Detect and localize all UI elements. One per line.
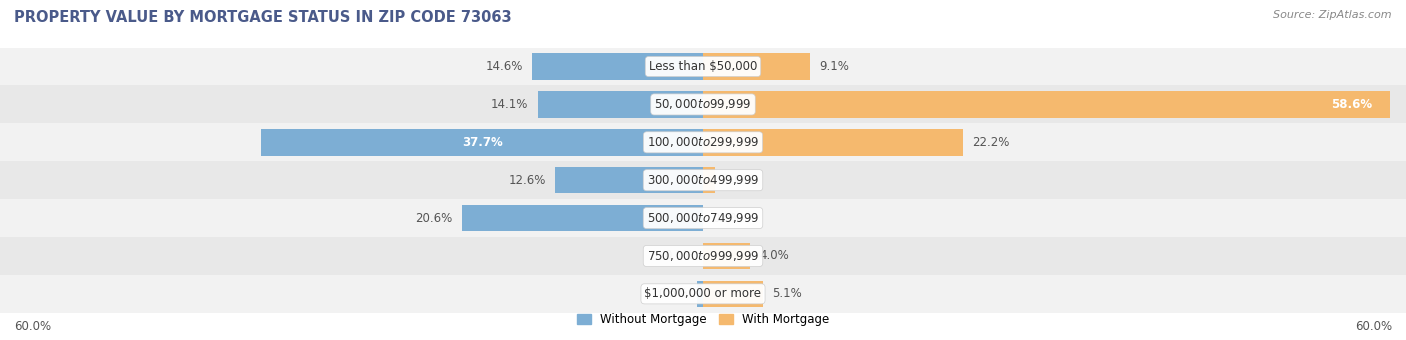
- Text: 0.0%: 0.0%: [664, 250, 693, 262]
- Text: 20.6%: 20.6%: [415, 211, 453, 225]
- Text: 14.6%: 14.6%: [485, 60, 523, 73]
- Text: 14.1%: 14.1%: [491, 98, 529, 111]
- Bar: [703, 280, 762, 307]
- Text: 9.1%: 9.1%: [818, 60, 849, 73]
- Bar: [0, 199, 1406, 237]
- Bar: [0, 48, 1406, 85]
- Text: 0.0%: 0.0%: [713, 211, 742, 225]
- Text: 58.6%: 58.6%: [1331, 98, 1372, 111]
- Bar: [703, 243, 749, 269]
- Bar: [0, 275, 1406, 313]
- Text: PROPERTY VALUE BY MORTGAGE STATUS IN ZIP CODE 73063: PROPERTY VALUE BY MORTGAGE STATUS IN ZIP…: [14, 10, 512, 25]
- Text: $50,000 to $99,999: $50,000 to $99,999: [654, 98, 752, 112]
- Bar: [703, 129, 963, 156]
- Text: 0.5%: 0.5%: [658, 287, 688, 300]
- Bar: [0, 123, 1406, 161]
- Text: 60.0%: 60.0%: [1355, 320, 1392, 333]
- Text: 60.0%: 60.0%: [14, 320, 51, 333]
- Text: 37.7%: 37.7%: [461, 136, 502, 149]
- Text: $1,000,000 or more: $1,000,000 or more: [644, 287, 762, 300]
- Text: Source: ZipAtlas.com: Source: ZipAtlas.com: [1274, 10, 1392, 20]
- Text: 12.6%: 12.6%: [509, 174, 546, 187]
- Bar: [531, 53, 703, 80]
- Bar: [0, 85, 1406, 123]
- Text: 1.0%: 1.0%: [724, 174, 754, 187]
- Bar: [703, 167, 714, 193]
- Text: $300,000 to $499,999: $300,000 to $499,999: [647, 173, 759, 187]
- Bar: [538, 91, 703, 118]
- Text: $750,000 to $999,999: $750,000 to $999,999: [647, 249, 759, 263]
- Bar: [697, 280, 703, 307]
- Bar: [555, 167, 703, 193]
- Bar: [461, 205, 703, 231]
- Bar: [0, 161, 1406, 199]
- Bar: [703, 91, 1389, 118]
- Text: $500,000 to $749,999: $500,000 to $749,999: [647, 211, 759, 225]
- Bar: [262, 129, 703, 156]
- Text: 5.1%: 5.1%: [772, 287, 801, 300]
- Text: $100,000 to $299,999: $100,000 to $299,999: [647, 135, 759, 149]
- Legend: Without Mortgage, With Mortgage: Without Mortgage, With Mortgage: [572, 308, 834, 331]
- Text: 4.0%: 4.0%: [759, 250, 789, 262]
- Bar: [703, 53, 810, 80]
- Text: Less than $50,000: Less than $50,000: [648, 60, 758, 73]
- Text: 22.2%: 22.2%: [973, 136, 1010, 149]
- Bar: [0, 237, 1406, 275]
